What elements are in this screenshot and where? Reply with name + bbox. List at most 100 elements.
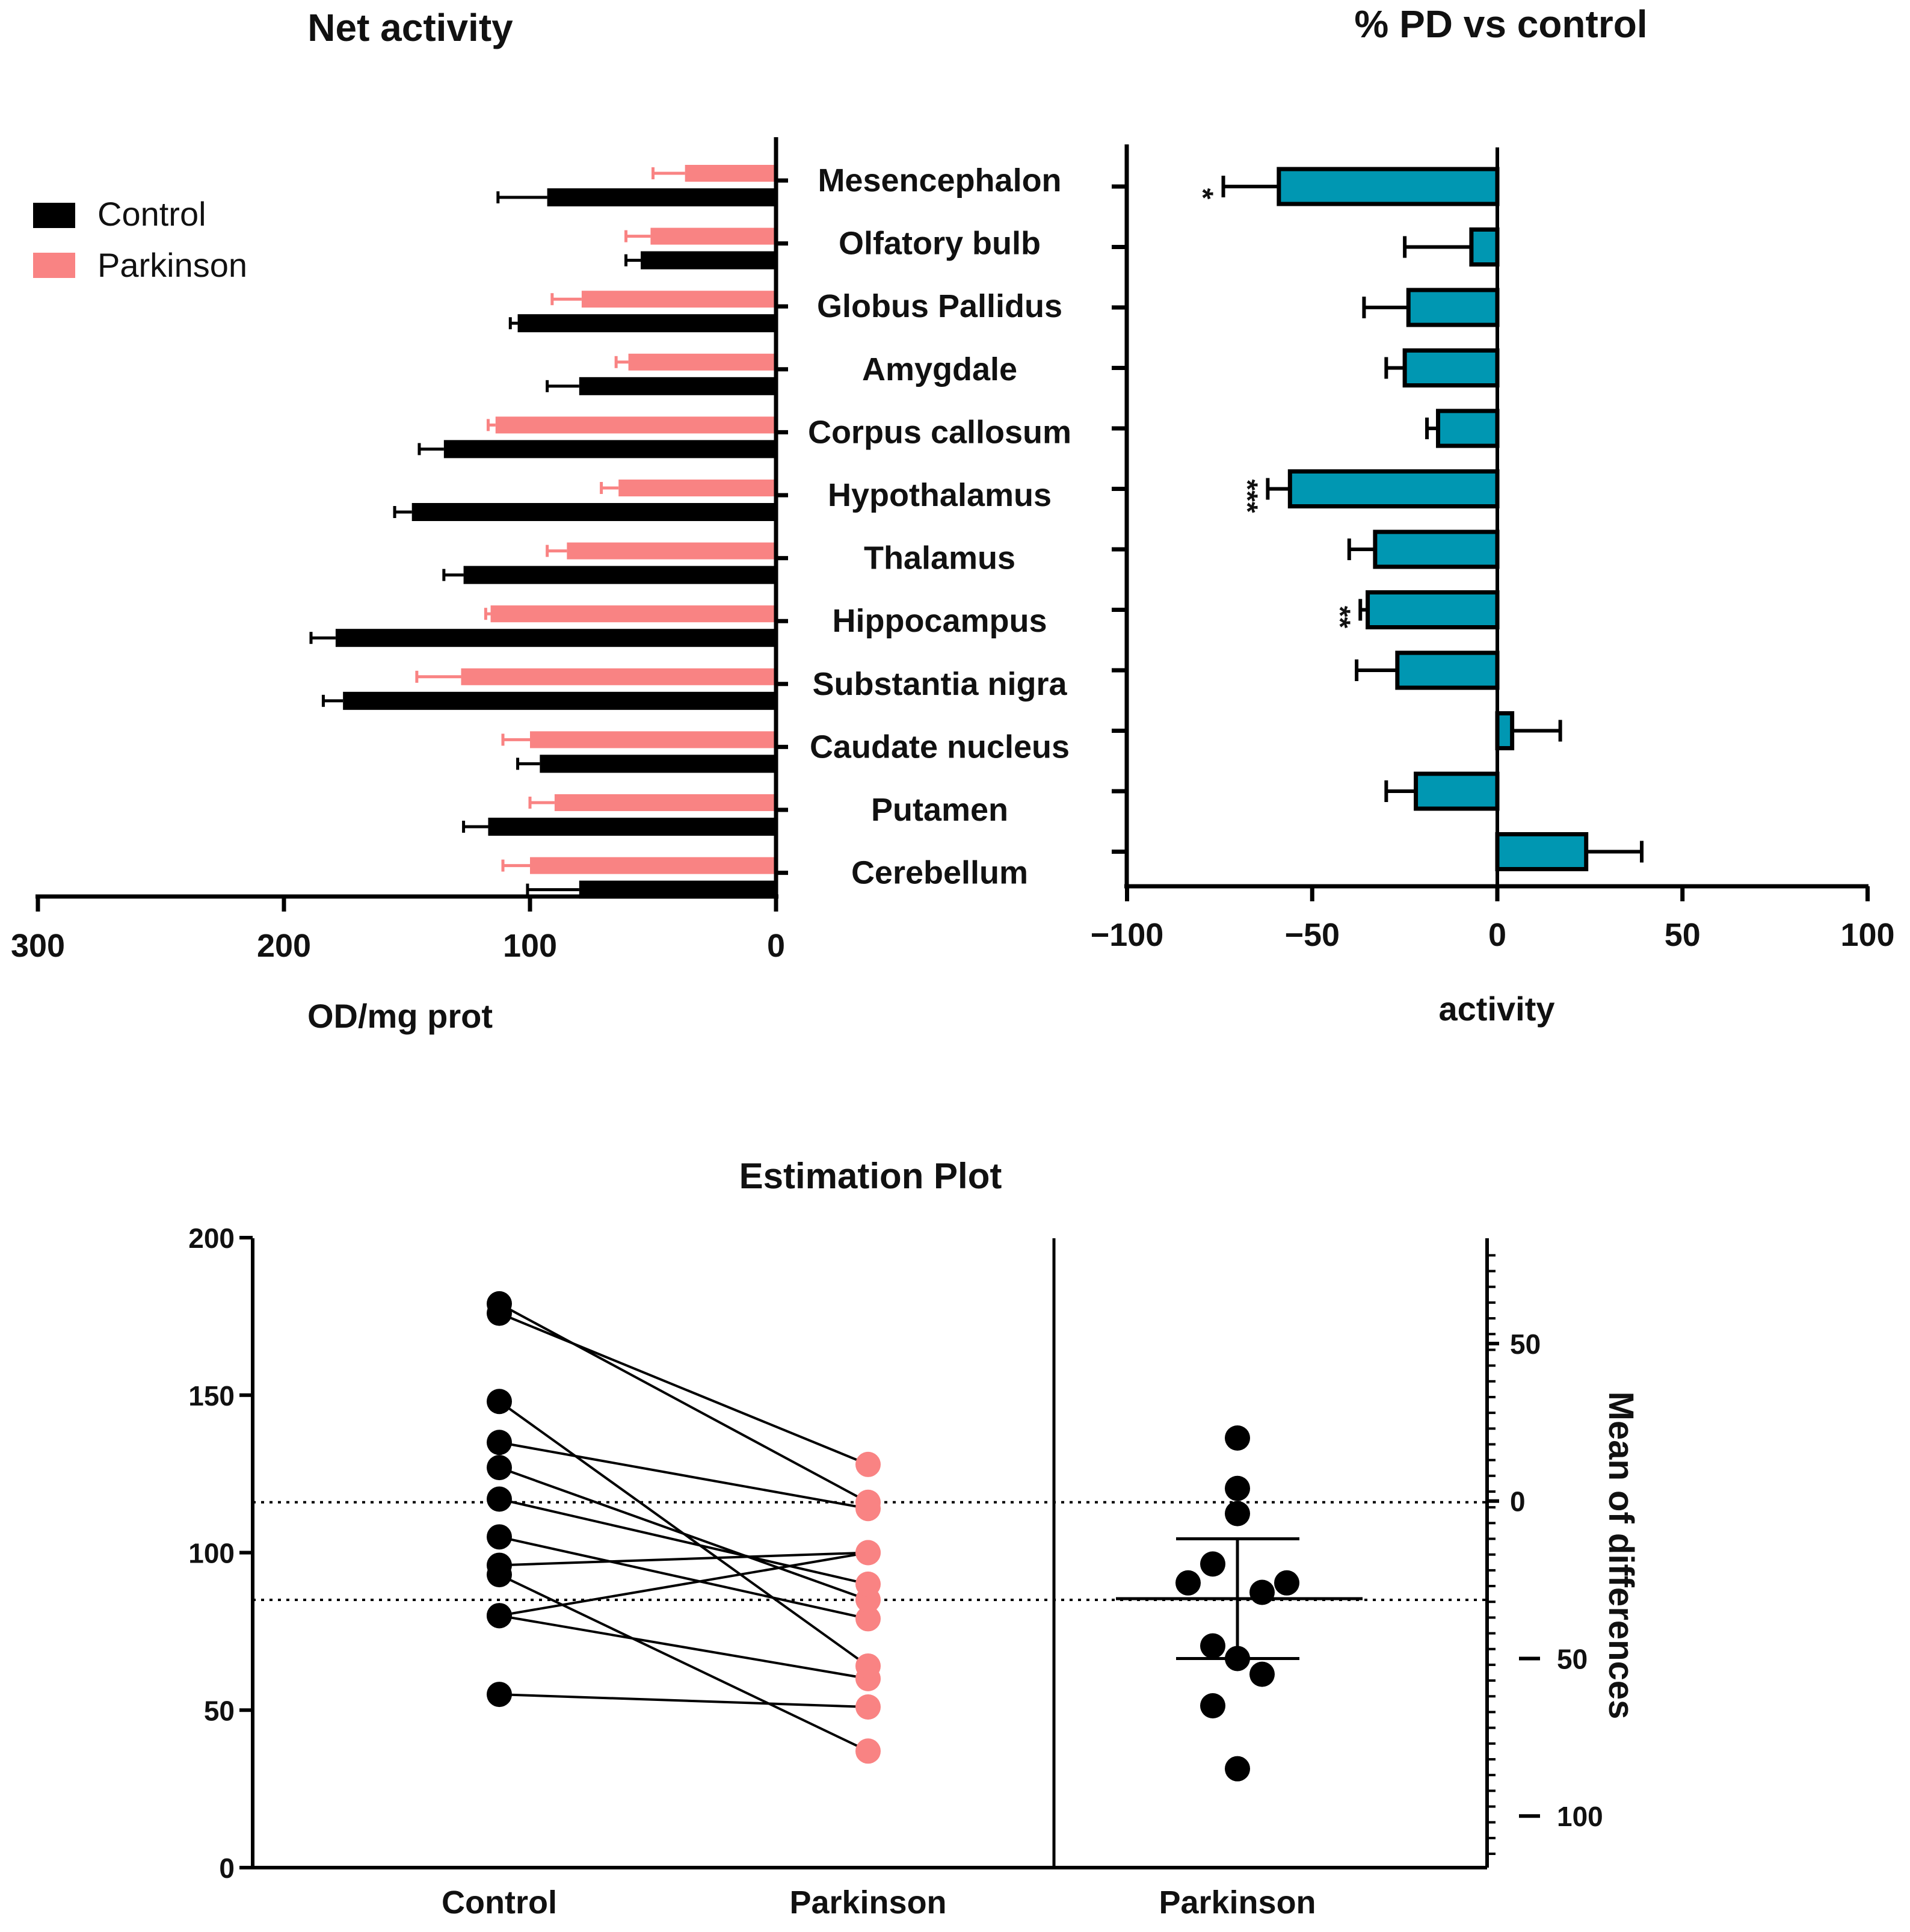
net-activity-title: Net activity (307, 6, 513, 49)
right-y-tick-label: 100 (1557, 1801, 1603, 1832)
bar-percent (1414, 771, 1500, 811)
bar-parkinson (685, 165, 776, 182)
bar-control (335, 629, 776, 647)
point-parkinson (855, 1540, 881, 1566)
point-parkinson (855, 1489, 881, 1515)
point-control (487, 1300, 512, 1326)
point-difference (1249, 1661, 1275, 1687)
mean-of-differences-label: Mean of differences (1601, 1392, 1640, 1720)
bar-parkinson (567, 542, 776, 560)
category-label: Cerebellum (851, 855, 1028, 891)
bar-percent (1395, 650, 1500, 690)
point-difference (1200, 1693, 1225, 1718)
net-activity-xlabel: OD/mg prot (307, 997, 493, 1035)
bar-percent (1495, 832, 1589, 871)
estimation-plot: Estimation Plot 0 50 100 150 200 50 0 50 100 Cont… (188, 1156, 1640, 1921)
category-label: Corpus callosum (808, 414, 1071, 450)
point-control (487, 1603, 512, 1629)
point-difference (1225, 1756, 1250, 1782)
category-label: Putamen (871, 792, 1008, 828)
point-control (487, 1524, 512, 1550)
pair-line (499, 1441, 869, 1510)
bar-control (641, 251, 776, 270)
significance-marker: ** (1323, 606, 1355, 629)
point-difference (1200, 1551, 1225, 1577)
category-label: Caudate nucleus (810, 729, 1070, 765)
right-y-tick-label: 50 (1510, 1329, 1541, 1360)
left-y-tick-label: 200 (188, 1223, 235, 1254)
pair-line (499, 1573, 869, 1753)
category-label: Olfatory bulb (839, 226, 1041, 262)
point-difference (1200, 1633, 1225, 1659)
significance-marker: *** (1231, 479, 1263, 513)
point-difference (1274, 1570, 1299, 1596)
legend-swatch-parkinson (33, 253, 75, 278)
point-control (487, 1389, 512, 1415)
x-tick-label: 50 (1665, 917, 1701, 953)
bar-percent (1402, 348, 1500, 387)
bar-control (463, 566, 776, 584)
percent-pd-title: % PD vs control (1354, 2, 1647, 46)
bar-control (547, 188, 776, 206)
pair-line (499, 1551, 869, 1617)
point-difference (1225, 1501, 1250, 1526)
bar-percent (1406, 288, 1500, 327)
point-parkinson (855, 1571, 881, 1597)
left-y-tick-label: 100 (188, 1538, 235, 1569)
x-label-control: Control (442, 1884, 557, 1921)
point-parkinson (855, 1694, 881, 1720)
bar-parkinson (581, 291, 776, 308)
bar-parkinson (530, 731, 776, 748)
x-label-difference: Parkinson (1159, 1884, 1316, 1921)
left-y-tick-label: 0 (219, 1853, 235, 1884)
legend-label-control: Control (97, 195, 206, 233)
bar-control (488, 818, 776, 836)
bar-control (443, 440, 776, 458)
right-y-tick-label: 0 (1510, 1486, 1526, 1517)
bar-parkinson (461, 668, 776, 685)
bar-percent (1277, 167, 1500, 206)
x-tick-label: 100 (503, 928, 557, 964)
estimation-plot-title: Estimation Plot (739, 1156, 1002, 1196)
bar-control (579, 377, 776, 395)
point-parkinson (855, 1606, 881, 1632)
x-tick-label: 0 (1488, 917, 1506, 953)
point-control (487, 1455, 512, 1481)
bar-percent (1287, 469, 1500, 508)
bar-percent (1469, 227, 1500, 267)
bar-control (343, 691, 776, 710)
percent-pd-xlabel: activity (1439, 990, 1555, 1028)
pair-line (499, 1693, 869, 1709)
point-difference (1225, 1425, 1250, 1451)
point-parkinson (855, 1738, 881, 1764)
bar-parkinson (618, 480, 776, 496)
category-label: Thalamus (864, 540, 1015, 576)
legend-swatch-control (33, 203, 75, 228)
point-difference (1175, 1570, 1201, 1596)
category-label: Hippocampus (832, 603, 1047, 639)
category-label: Globus Pallidus (817, 288, 1062, 324)
bar-parkinson (495, 416, 776, 434)
pair-line (499, 1535, 869, 1620)
significance-marker: * (1187, 188, 1219, 200)
bar-control (411, 503, 776, 521)
x-tick-label: −50 (1284, 917, 1340, 953)
category-label: Hypothalamus (828, 477, 1052, 513)
bar-parkinson (530, 857, 776, 874)
bar-parkinson (628, 353, 776, 371)
bar-percent (1373, 529, 1500, 569)
category-label: Amygdale (862, 351, 1017, 387)
point-parkinson (855, 1451, 881, 1477)
net-activity-chart: Net activity Control Parkinson 300 200 100… (11, 6, 1071, 1035)
pair-line (499, 1303, 869, 1504)
pair-line (499, 1466, 869, 1601)
bar-percent (1366, 590, 1500, 629)
pair-line (499, 1498, 869, 1585)
bar-control (517, 314, 776, 333)
percent-pd-chart: % PD vs control ******−100 −50 0 50 100 acti… (1091, 2, 1895, 1028)
right-y-tick-label: 50 (1557, 1643, 1588, 1674)
x-tick-label: 200 (257, 928, 311, 964)
x-tick-label: −100 (1091, 917, 1164, 953)
x-label-parkinson: Parkinson (789, 1884, 946, 1921)
